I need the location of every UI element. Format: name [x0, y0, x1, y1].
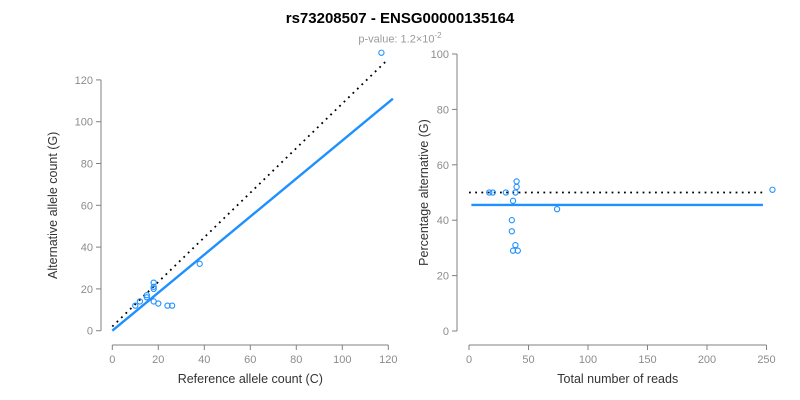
x-tick-label: 80: [290, 354, 302, 366]
p-value-text: p-value: 1.2×10: [358, 33, 435, 46]
data-point: [509, 197, 517, 204]
y-tick-label: 0: [443, 326, 449, 338]
x-tick-label: 0: [109, 354, 115, 366]
p-value-exponent: -2: [434, 31, 442, 40]
x-tick-label: 60: [244, 354, 256, 366]
data-point: [486, 189, 493, 196]
data-point: [155, 300, 162, 307]
data-point: [132, 302, 139, 309]
data-point: [489, 189, 496, 196]
data-point: [512, 189, 519, 196]
x-tick-label: 250: [757, 354, 775, 366]
y-tick-label: 100: [431, 49, 449, 61]
data-point: [769, 186, 776, 193]
data-point: [512, 241, 519, 249]
x-tick-label: 200: [698, 354, 716, 366]
x-tick-label: 100: [579, 354, 597, 366]
y-tick-label: 120: [75, 75, 93, 87]
data-point: [143, 294, 150, 301]
data-point: [143, 292, 150, 299]
data-point: [514, 247, 521, 254]
y-tick-label: 20: [437, 271, 449, 283]
x-tick-label: 0: [466, 354, 472, 366]
data-point: [378, 49, 385, 56]
data-point: [508, 228, 515, 235]
allele-counts-plot: 0 20 40 60 80 100 120 0 20 40 60 80 100 120 Reference …: [46, 49, 397, 386]
y-tick-label: 80: [81, 159, 93, 171]
y-tick-label: 60: [81, 200, 93, 212]
fit-line: [111, 97, 394, 332]
y-axis-title: Alternative allele count (G): [46, 132, 60, 279]
y-axis-title: Percentage alternative (G): [417, 119, 431, 266]
chart-subtitle: p-value: 1.2×10-2: [0, 31, 800, 46]
chart-title: rs73208507 - ENSG00000135164: [285, 10, 515, 27]
data-point: [150, 285, 157, 293]
y-tick-label: 60: [437, 160, 449, 172]
y-tick-label: 20: [81, 284, 93, 296]
x-tick-label: 50: [522, 354, 534, 366]
data-point: [508, 217, 515, 224]
y-tick-label: 0: [87, 326, 93, 338]
data-point: [513, 178, 520, 185]
data-point: [513, 183, 520, 191]
data-point: [502, 189, 510, 196]
x-tick-label: 150: [638, 354, 656, 366]
y-tick-label: 100: [75, 117, 93, 129]
y-tick-label: 40: [81, 242, 93, 254]
data-point: [196, 260, 203, 267]
x-tick-label: 20: [152, 354, 164, 366]
data-point: [136, 298, 144, 305]
data-point: [164, 302, 171, 309]
x-tick-label: 40: [198, 354, 210, 366]
data-point: [553, 205, 561, 213]
x-axis-title: Reference allele count (C): [178, 372, 323, 386]
x-tick-label: 100: [333, 354, 351, 366]
x-tick-label: 120: [379, 354, 397, 366]
percentage-alternative-plot: 0 20 40 60 80 100 0 50 100 150 200 250 Total number …: [417, 49, 776, 386]
data-point: [150, 283, 157, 290]
y-tick-label: 40: [437, 215, 449, 227]
x-axis-title: Total number of reads: [557, 372, 678, 386]
y-tick-label: 80: [437, 104, 449, 116]
data-point: [168, 302, 176, 309]
data-point: [150, 279, 157, 286]
